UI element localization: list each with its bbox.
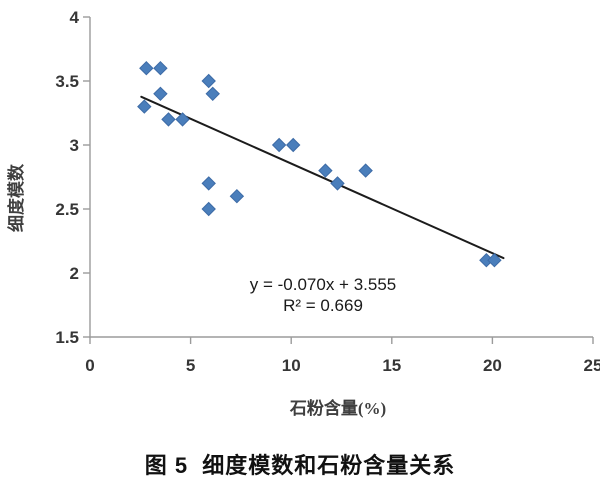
x-tick-label: 15	[382, 356, 401, 375]
figure-caption: 图 5 细度模数和石粉含量关系	[144, 453, 456, 478]
scatter-point	[175, 112, 190, 127]
scatter-point	[318, 163, 333, 178]
scatter-point	[205, 86, 220, 102]
y-tick-label: 4	[70, 8, 80, 27]
scatter-point	[161, 112, 176, 127]
scatter-point	[271, 137, 287, 153]
scatter-chart: 1.5 2 2.5 3 3.5 4 0 5 10 15 20 25 y = -0.070x + 3.5…	[6, 8, 600, 418]
scatter-point	[137, 99, 152, 114]
scatter-point	[229, 188, 245, 204]
y-tick-label: 2.5	[55, 200, 79, 219]
trendline-layer	[140, 95, 505, 260]
x-tick-label: 20	[483, 356, 502, 375]
x-tick-label: 10	[282, 356, 301, 375]
x-tick-label: 0	[85, 356, 94, 375]
scatter-point	[487, 252, 502, 268]
y-tick-label: 1.5	[55, 328, 79, 347]
x-tick-label: 5	[186, 356, 195, 375]
y-tick-label: 3.5	[55, 72, 79, 91]
scatter-point	[153, 86, 168, 102]
trendline-equation-label: y = -0.070x + 3.555	[250, 275, 397, 294]
scatter-point	[358, 163, 373, 178]
trendline	[140, 95, 505, 260]
scatter-point	[153, 60, 168, 76]
x-tick-label: 25	[584, 356, 600, 375]
scatter-point	[201, 201, 216, 217]
scatter-points-layer	[137, 60, 502, 268]
y-tick-label: 2	[70, 264, 79, 283]
scatter-point	[201, 73, 216, 89]
scatter-point	[286, 137, 301, 153]
y-axis-title: 细度模数	[6, 163, 26, 232]
x-axis-title: 石粉含量(%)	[289, 398, 386, 418]
scatter-point	[201, 176, 216, 191]
scatter-point	[139, 60, 154, 76]
axes-layer: 1.5 2 2.5 3 3.5 4 0 5 10 15 20 25	[55, 8, 600, 375]
scatter-point	[330, 176, 345, 191]
y-tick-label: 3	[70, 136, 79, 155]
r-squared-label: R² = 0.669	[283, 296, 363, 315]
